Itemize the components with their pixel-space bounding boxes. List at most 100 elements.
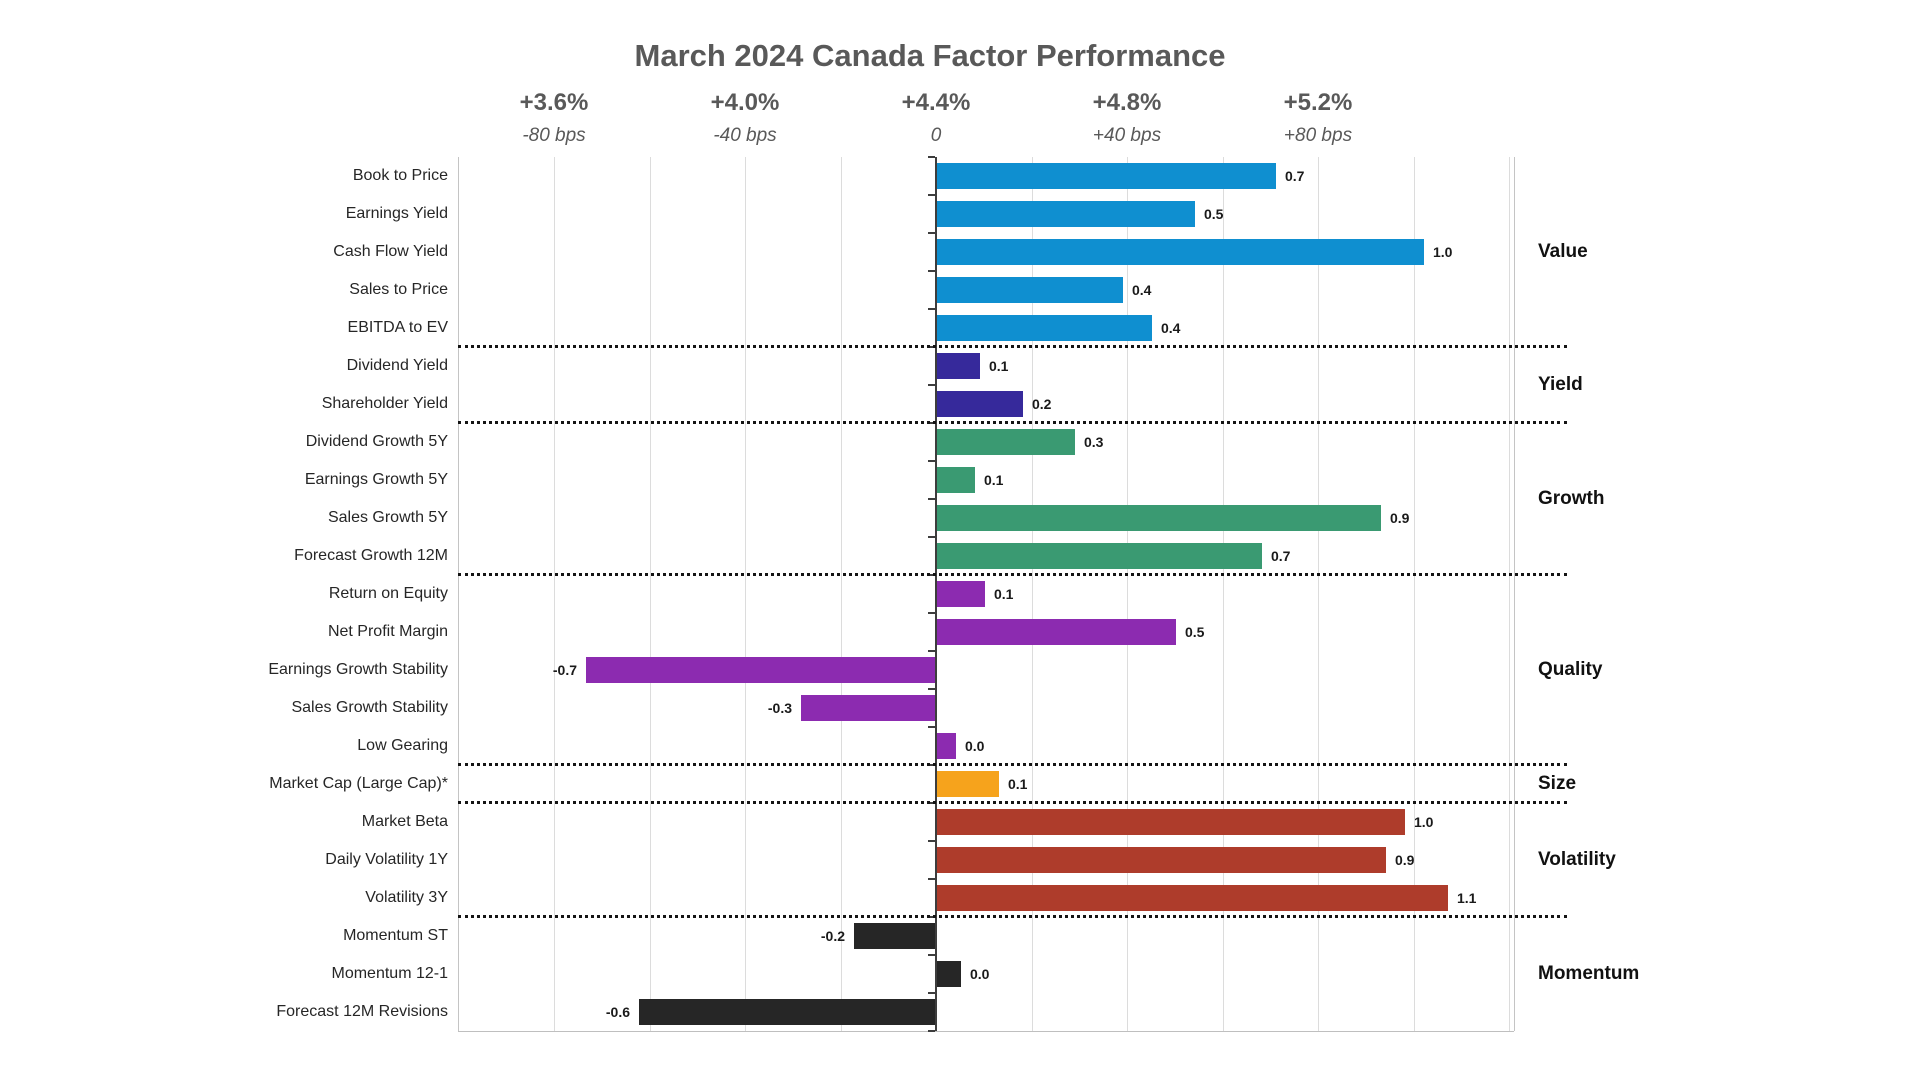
axis-tick-label-pct: +4.4% bbox=[901, 89, 971, 116]
row-label: Shareholder Yield bbox=[321, 395, 448, 412]
bar-value-label: 0.9 bbox=[1390, 510, 1410, 526]
group-separator bbox=[458, 763, 1567, 766]
bar bbox=[937, 619, 1176, 645]
bar bbox=[937, 809, 1405, 835]
zero-axis-tick-mark bbox=[928, 840, 935, 842]
row-label: Market Beta bbox=[361, 813, 448, 830]
axis-tick-label-bps: +80 bps bbox=[1283, 125, 1353, 146]
bar bbox=[937, 391, 1023, 417]
gridline bbox=[745, 157, 746, 1031]
bar bbox=[937, 467, 975, 493]
zero-axis-tick-mark bbox=[928, 650, 935, 652]
bar-value-label: -0.2 bbox=[820, 928, 845, 944]
bar bbox=[937, 581, 985, 607]
group-label: Growth bbox=[1538, 488, 1605, 509]
axis-tick-label-pct: +4.0% bbox=[710, 89, 780, 116]
bar-value-label: 0.1 bbox=[994, 586, 1014, 602]
gridline bbox=[1414, 157, 1415, 1031]
row-label: Sales to Price bbox=[349, 281, 448, 298]
plot-bottom-frame bbox=[458, 1031, 1514, 1032]
zero-axis bbox=[935, 157, 937, 1031]
bar bbox=[937, 847, 1386, 873]
bar bbox=[801, 695, 935, 721]
row-label: Sales Growth 5Y bbox=[327, 509, 448, 526]
row-label: Net Profit Margin bbox=[327, 623, 448, 640]
group-separator bbox=[458, 915, 1567, 918]
bar bbox=[937, 885, 1448, 911]
row-label: Dividend Yield bbox=[346, 357, 448, 374]
bar bbox=[937, 429, 1075, 455]
row-label: Sales Growth Stability bbox=[291, 699, 448, 716]
group-label: Value bbox=[1538, 241, 1588, 262]
bar bbox=[586, 657, 935, 683]
group-label: Momentum bbox=[1538, 963, 1640, 984]
bar bbox=[937, 733, 956, 759]
zero-axis-tick-mark bbox=[928, 498, 935, 500]
row-label: Market Cap (Large Cap)* bbox=[269, 775, 448, 792]
gridline bbox=[458, 157, 459, 1031]
gridline bbox=[1318, 157, 1319, 1031]
zero-axis-tick-mark bbox=[928, 460, 935, 462]
bar-value-label: 0.1 bbox=[989, 358, 1009, 374]
row-label: EBITDA to EV bbox=[347, 319, 448, 336]
group-label: Size bbox=[1538, 773, 1577, 794]
bar-value-label: 0.5 bbox=[1185, 624, 1205, 640]
gridline bbox=[650, 157, 651, 1031]
zero-axis-tick-mark bbox=[928, 308, 935, 310]
group-label: Volatility bbox=[1538, 849, 1616, 870]
bar-value-label: 0.0 bbox=[970, 966, 990, 982]
row-label: Momentum ST bbox=[343, 927, 448, 944]
bar bbox=[937, 163, 1276, 189]
zero-axis-tick-mark bbox=[928, 878, 935, 880]
bar-value-label: 0.1 bbox=[984, 472, 1004, 488]
bar-value-label: -0.3 bbox=[767, 700, 792, 716]
zero-axis-tick-mark bbox=[928, 156, 935, 158]
gridline bbox=[1509, 157, 1510, 1031]
bar-value-label: 0.4 bbox=[1132, 282, 1152, 298]
bar-value-label: 1.0 bbox=[1433, 244, 1453, 260]
bar-value-label: 1.1 bbox=[1457, 890, 1477, 906]
bar-value-label: -0.7 bbox=[552, 662, 577, 678]
bar-value-label: 0.7 bbox=[1271, 548, 1291, 564]
group-separator bbox=[458, 801, 1567, 804]
axis-tick-label-bps: -40 bps bbox=[713, 125, 777, 146]
row-label: Earnings Yield bbox=[345, 205, 448, 222]
bar bbox=[639, 999, 935, 1025]
zero-axis-tick-mark bbox=[928, 270, 935, 272]
axis-tick-label-bps: -80 bps bbox=[522, 125, 586, 146]
row-label: Earnings Growth 5Y bbox=[304, 471, 448, 488]
row-label: Cash Flow Yield bbox=[333, 243, 448, 260]
bar-value-label: 0.4 bbox=[1161, 320, 1181, 336]
row-label: Forecast Growth 12M bbox=[294, 547, 448, 564]
row-label: Momentum 12-1 bbox=[331, 965, 449, 982]
group-separator bbox=[458, 421, 1567, 424]
group-label: Quality bbox=[1538, 659, 1603, 680]
bar bbox=[937, 543, 1262, 569]
gridline bbox=[1127, 157, 1128, 1031]
row-label: Volatility 3Y bbox=[365, 889, 448, 906]
bar-value-label: 0.9 bbox=[1395, 852, 1415, 868]
bar bbox=[937, 505, 1381, 531]
bar bbox=[937, 277, 1123, 303]
plot-right-frame bbox=[1514, 157, 1515, 1031]
axis-tick-label-bps: +40 bps bbox=[1092, 125, 1162, 146]
bar-value-label: 0.0 bbox=[965, 738, 985, 754]
bar bbox=[937, 771, 999, 797]
zero-axis-tick-mark bbox=[928, 954, 935, 956]
zero-axis-tick-mark bbox=[928, 1030, 935, 1032]
bar bbox=[937, 315, 1152, 341]
row-label: Dividend Growth 5Y bbox=[305, 433, 448, 450]
row-label: Low Gearing bbox=[357, 737, 448, 754]
bar-value-label: 1.0 bbox=[1414, 814, 1434, 830]
zero-axis-tick-mark bbox=[928, 232, 935, 234]
gridline bbox=[554, 157, 555, 1031]
row-label: Earnings Growth Stability bbox=[268, 661, 448, 678]
row-label: Daily Volatility 1Y bbox=[325, 851, 448, 868]
zero-axis-tick-mark bbox=[928, 612, 935, 614]
bar-value-label: 0.1 bbox=[1008, 776, 1028, 792]
zero-axis-tick-mark bbox=[928, 726, 935, 728]
bar-value-label: 0.7 bbox=[1285, 168, 1305, 184]
group-separator bbox=[458, 345, 1567, 348]
gridline bbox=[841, 157, 842, 1031]
